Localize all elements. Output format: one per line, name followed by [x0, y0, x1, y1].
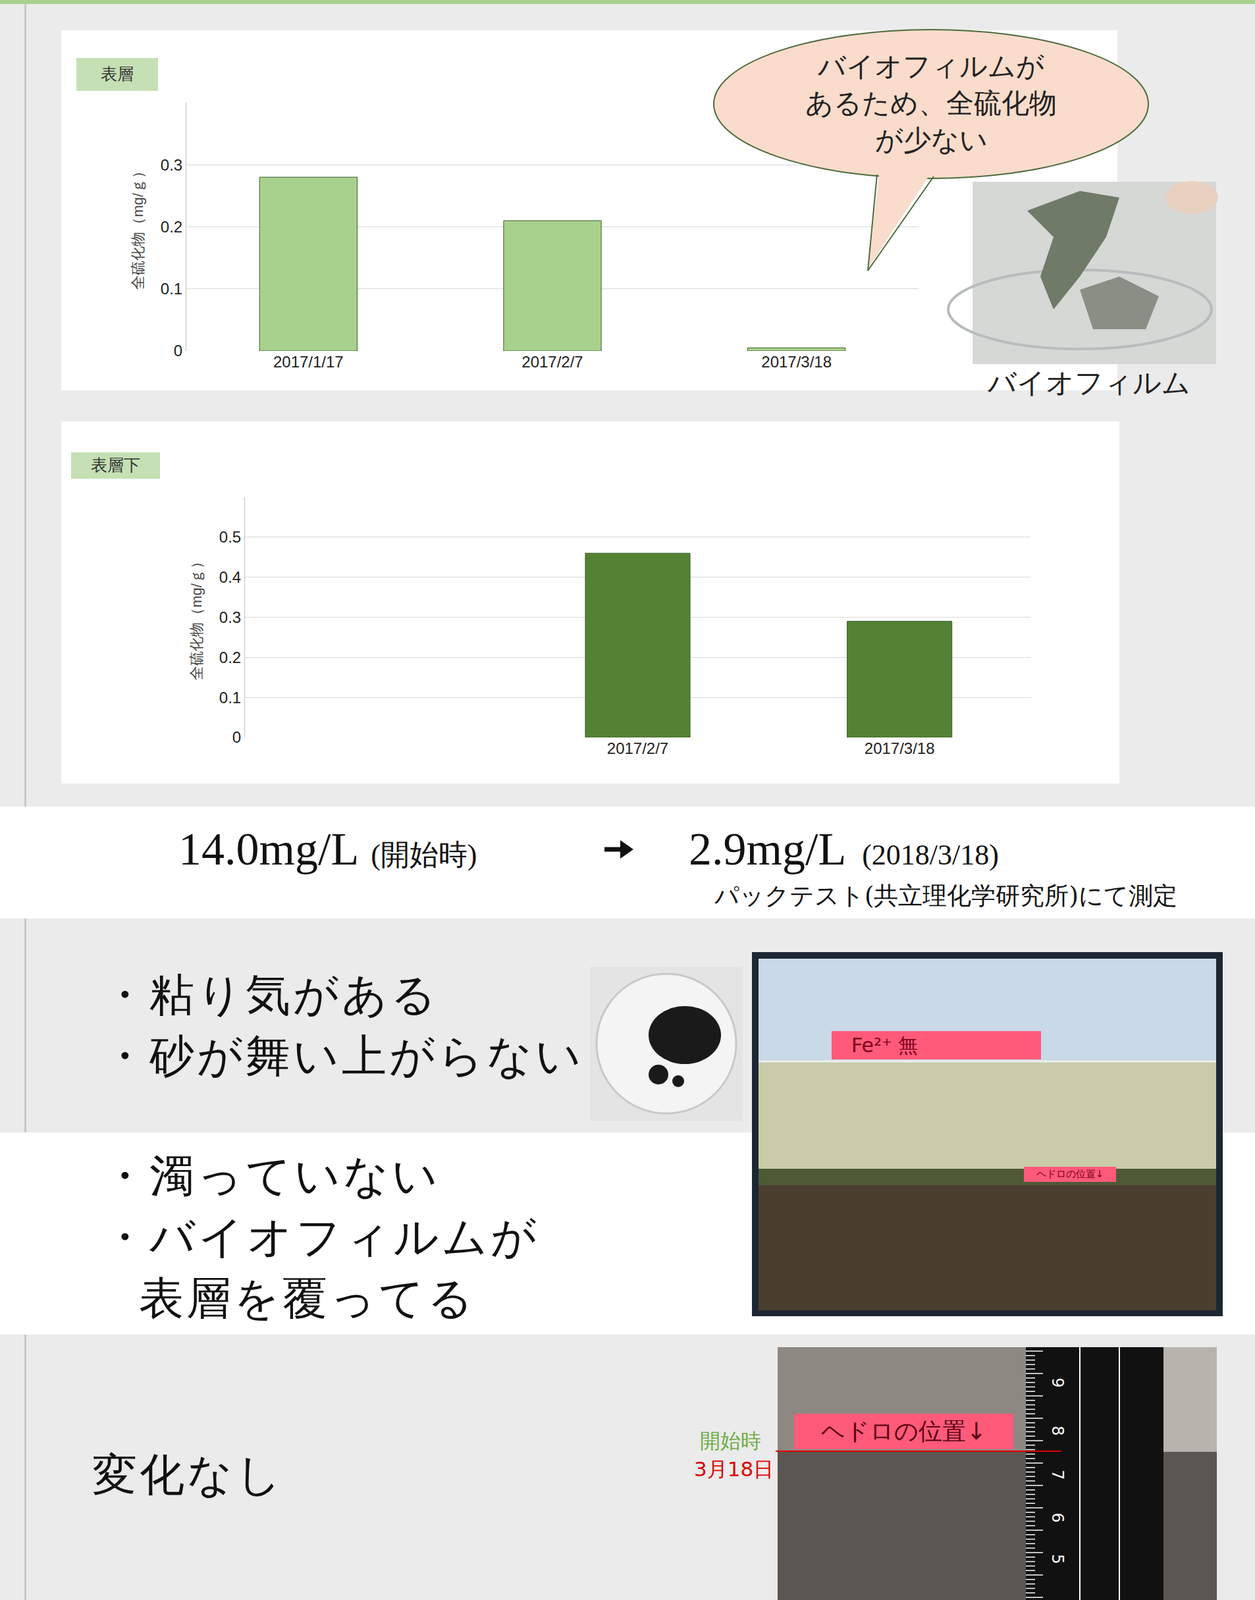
- svg-text:2017/2/7: 2017/2/7: [607, 739, 669, 758]
- html-text:開始時: 開始時: [699, 1429, 762, 1453]
- svg-text:0.4: 0.4: [219, 568, 241, 587]
- svg-text:0: 0: [173, 341, 183, 360]
- svg-text:0.3: 0.3: [160, 156, 183, 174]
- html-text:・粘り気がある: ・粘り気がある: [102, 968, 440, 1021]
- html-text:が少ない: が少ない: [874, 123, 988, 156]
- html-text:3月18日: 3月18日: [694, 1457, 774, 1482]
- svg-text:2017/2/7: 2017/2/7: [521, 352, 583, 371]
- html-text:5: 5: [1048, 1554, 1067, 1565]
- html-text:表層を覆ってる: 表層を覆ってる: [138, 1272, 477, 1325]
- html-text:ヘドロの位置↓: ヘドロの位置↓: [1036, 1168, 1104, 1180]
- html-text:Fe²⁺ 無: Fe²⁺ 無: [851, 1033, 919, 1057]
- html-text:変化なし: 変化なし: [92, 1448, 285, 1501]
- html-text:・濁っていない: ・濁っていない: [102, 1149, 441, 1202]
- svg-text:0.2: 0.2: [219, 648, 241, 667]
- svg-text:0.2: 0.2: [160, 217, 183, 236]
- html-text:・砂が舞い上がらない: ・砂が舞い上がらない: [102, 1030, 585, 1083]
- svg-text:0.1: 0.1: [160, 279, 183, 298]
- html-text:パックテスト(共立理化学研究所)にて測定: パックテスト(共立理化学研究所)にて測定: [714, 881, 1178, 911]
- html-text:バイオフィルム: バイオフィルム: [987, 366, 1191, 399]
- html-text:7: 7: [1048, 1469, 1067, 1480]
- svg-text:2017/1/17: 2017/1/17: [273, 352, 344, 371]
- html-text:表層下: 表層下: [90, 455, 141, 475]
- html-text:表層: 表層: [100, 64, 134, 84]
- html-text:2.9mg/L (2018/3/18): 2.9mg/L (2018/3/18): [688, 823, 999, 875]
- html-text:あるため、全硫化物: あるため、全硫化物: [805, 86, 1057, 119]
- svg-text:全硫化物（mg/ｇ）: 全硫化物（mg/ｇ）: [129, 163, 147, 290]
- html-text:6: 6: [1048, 1512, 1067, 1523]
- svg-text:0.1: 0.1: [219, 688, 241, 707]
- html-text:ヘドロの位置↓: ヘドロの位置↓: [821, 1417, 987, 1445]
- html-text:・バイオフィルムが: ・バイオフィルムが: [102, 1211, 540, 1264]
- html-text:14.0mg/L (開始時): 14.0mg/L (開始時): [178, 823, 478, 875]
- html-text:9: 9: [1048, 1377, 1067, 1388]
- svg-text:0.5: 0.5: [219, 528, 241, 546]
- html-text:バイオフィルムが: バイオフィルムが: [817, 49, 1045, 83]
- svg-text:0: 0: [232, 728, 241, 747]
- svg-text:2017/3/18: 2017/3/18: [761, 352, 832, 371]
- svg-text:全硫化物（mg/ｇ）: 全硫化物（mg/ｇ）: [188, 554, 205, 681]
- svg-text:0.3: 0.3: [219, 608, 241, 627]
- html-text:8: 8: [1048, 1425, 1067, 1436]
- svg-text:2017/3/18: 2017/3/18: [864, 739, 935, 758]
